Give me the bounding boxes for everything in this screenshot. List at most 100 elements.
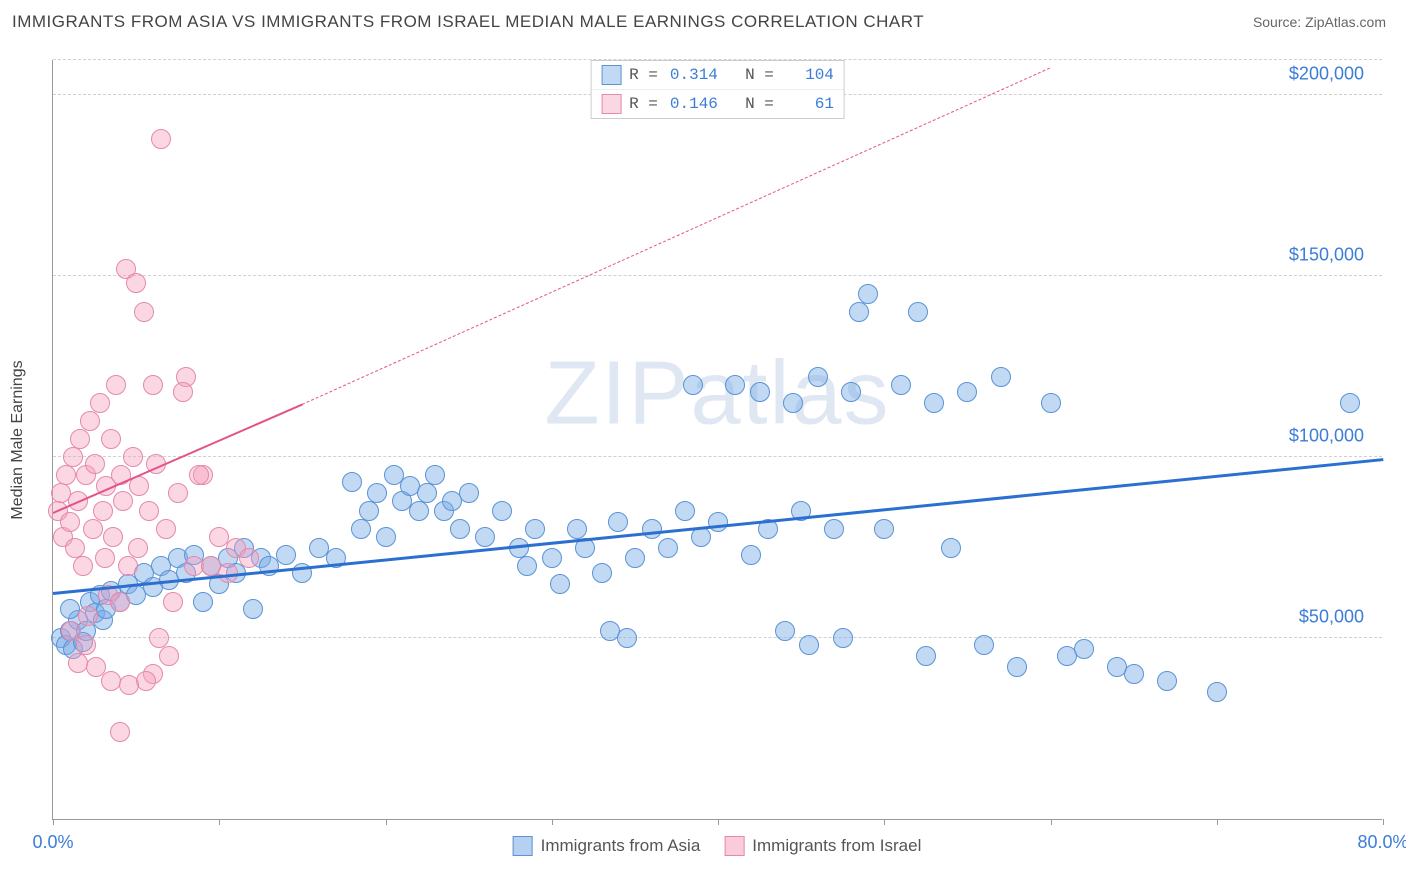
- chart-area: ZIPatlas R =0.314 N =104R =0.146 N =61 $…: [52, 60, 1382, 820]
- data-point: [342, 472, 362, 492]
- data-point: [70, 429, 90, 449]
- stat-r-value: 0.314: [666, 66, 718, 84]
- data-point: [63, 447, 83, 467]
- data-point: [542, 548, 562, 568]
- data-point: [103, 527, 123, 547]
- gridline: [53, 275, 1382, 276]
- data-point: [168, 483, 188, 503]
- data-point: [808, 367, 828, 387]
- xaxis-tick: [718, 819, 719, 825]
- data-point: [367, 483, 387, 503]
- data-point: [1007, 657, 1027, 677]
- chart-header: IMMIGRANTS FROM ASIA VS IMMIGRANTS FROM …: [0, 0, 1406, 38]
- data-point: [550, 574, 570, 594]
- data-point: [874, 519, 894, 539]
- plot-region: ZIPatlas R =0.314 N =104R =0.146 N =61 $…: [52, 60, 1382, 820]
- data-point: [924, 393, 944, 413]
- data-point: [163, 592, 183, 612]
- data-point: [159, 646, 179, 666]
- data-point: [849, 302, 869, 322]
- data-point: [824, 519, 844, 539]
- data-point: [525, 519, 545, 539]
- chart-title: IMMIGRANTS FROM ASIA VS IMMIGRANTS FROM …: [12, 12, 924, 32]
- data-point: [658, 538, 678, 558]
- data-point: [149, 628, 169, 648]
- yaxis-tick-label: $50,000: [1299, 607, 1364, 628]
- data-point: [65, 538, 85, 558]
- data-point: [151, 129, 171, 149]
- data-point: [741, 545, 761, 565]
- stats-row: R =0.314 N =104: [591, 61, 844, 89]
- xaxis-tick-label: 0.0%: [32, 832, 73, 853]
- data-point: [359, 501, 379, 521]
- stat-n-value: 61: [782, 95, 834, 113]
- series-legend: Immigrants from Asia Immigrants from Isra…: [513, 836, 922, 856]
- data-point: [799, 635, 819, 655]
- xaxis-tick: [53, 819, 54, 825]
- data-point: [351, 519, 371, 539]
- correlation-stats-box: R =0.314 N =104R =0.146 N =61: [590, 60, 845, 119]
- data-point: [858, 284, 878, 304]
- data-point: [156, 519, 176, 539]
- data-point: [708, 512, 728, 532]
- legend-swatch: [513, 836, 533, 856]
- series-swatch: [601, 94, 621, 114]
- stat-n-label: N =: [726, 95, 774, 113]
- yaxis-tick-label: $100,000: [1289, 426, 1364, 447]
- data-point: [941, 538, 961, 558]
- data-point: [991, 367, 1011, 387]
- legend-label: Immigrants from Asia: [541, 836, 701, 856]
- stat-r-label: R =: [629, 95, 658, 113]
- gridline: [53, 456, 1382, 457]
- legend-item: Immigrants from Israel: [724, 836, 921, 856]
- xaxis-tick: [1051, 819, 1052, 825]
- data-point: [475, 527, 495, 547]
- data-point: [193, 592, 213, 612]
- data-point: [833, 628, 853, 648]
- xaxis-tick: [552, 819, 553, 825]
- data-point: [725, 375, 745, 395]
- data-point: [841, 382, 861, 402]
- data-point: [625, 548, 645, 568]
- data-point: [101, 671, 121, 691]
- data-point: [916, 646, 936, 666]
- xaxis-tick: [884, 819, 885, 825]
- stats-row: R = 0.146 N = 61: [591, 89, 844, 118]
- xaxis-tick: [1217, 819, 1218, 825]
- data-point: [1207, 682, 1227, 702]
- data-point: [1157, 671, 1177, 691]
- data-point: [243, 599, 263, 619]
- data-point: [110, 722, 130, 742]
- data-point: [783, 393, 803, 413]
- data-point: [68, 653, 88, 673]
- watermark: ZIPatlas: [544, 342, 890, 445]
- legend-label: Immigrants from Israel: [752, 836, 921, 856]
- data-point: [592, 563, 612, 583]
- data-point: [90, 393, 110, 413]
- legend-swatch: [724, 836, 744, 856]
- data-point: [750, 382, 770, 402]
- data-point: [1074, 639, 1094, 659]
- data-point: [517, 556, 537, 576]
- data-point: [974, 635, 994, 655]
- data-point: [608, 512, 628, 532]
- legend-item: Immigrants from Asia: [513, 836, 701, 856]
- xaxis-tick: [386, 819, 387, 825]
- data-point: [83, 519, 103, 539]
- source-label: Source: ZipAtlas.com: [1253, 14, 1386, 30]
- data-point: [567, 519, 587, 539]
- stat-r-label: R =: [629, 66, 658, 84]
- data-point: [425, 465, 445, 485]
- data-point: [1041, 393, 1061, 413]
- data-point: [891, 375, 911, 395]
- data-point: [56, 465, 76, 485]
- data-point: [376, 527, 396, 547]
- data-point: [128, 538, 148, 558]
- data-point: [95, 548, 115, 568]
- data-point: [239, 548, 259, 568]
- yaxis-tick-label: $150,000: [1289, 245, 1364, 266]
- stat-n-label: N =: [726, 66, 774, 84]
- stat-r-value: 0.146: [666, 95, 718, 113]
- trend-line: [53, 458, 1383, 595]
- data-point: [126, 273, 146, 293]
